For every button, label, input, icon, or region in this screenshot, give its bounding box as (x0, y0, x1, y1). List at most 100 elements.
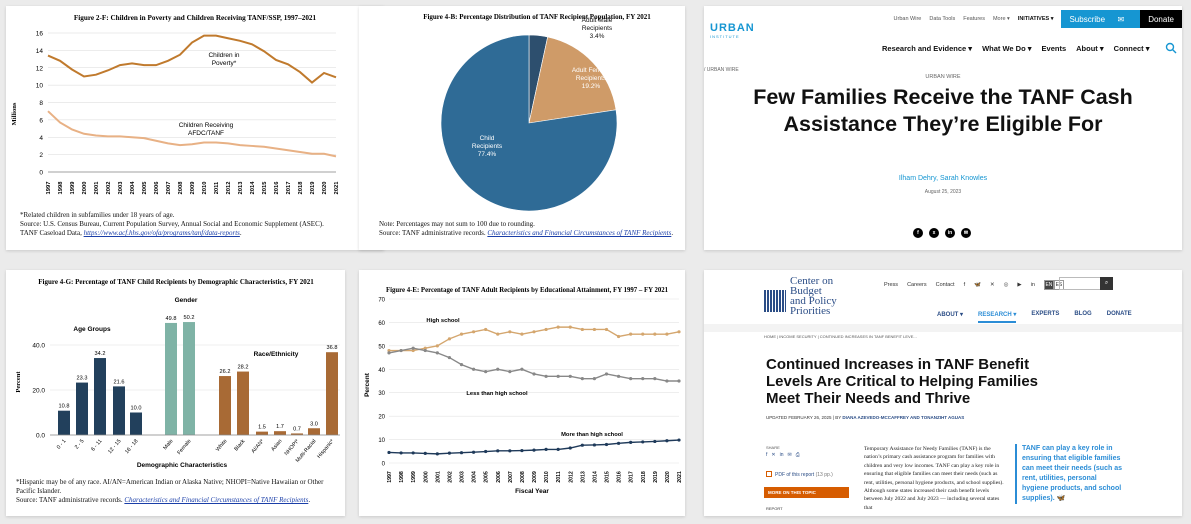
donate-button[interactable]: Donate (1140, 10, 1182, 28)
nav-about[interactable]: About ▾ (1076, 44, 1104, 53)
updated-date: UPDATED FEBRUARY 26, 2025 | BY (766, 415, 843, 420)
x-icon[interactable]: x (929, 228, 939, 238)
y-tick-label: 0 (39, 170, 43, 177)
lang-es[interactable]: ES (1053, 280, 1064, 290)
facebook-icon[interactable]: f (963, 282, 966, 288)
article-body: Temporary Assistance for Needy Families … (864, 446, 1004, 511)
more-than-hs-series-point (604, 442, 609, 447)
tanf-label-2: AFDC/TANF (188, 130, 224, 137)
characteristics-link[interactable]: Characteristics and Financial Circumstan… (124, 496, 309, 504)
nav-experts[interactable]: EXPERTS (1031, 311, 1060, 317)
figure-4e-card: Figure 4-E: Percentage of TANF Adult Rec… (359, 270, 685, 516)
contact-link[interactable]: Contact (935, 282, 955, 288)
linkedin-icon[interactable]: in (779, 452, 784, 458)
urban-logo[interactable]: URBAN INSTITUTE (710, 22, 754, 39)
features-link[interactable]: Features (963, 16, 985, 22)
cbpp-logo[interactable]: Center on Budget and Policy Priorities (764, 276, 854, 317)
careers-link[interactable]: Careers (907, 282, 927, 288)
more-menu[interactable]: More ▾ (992, 16, 1010, 22)
data-tools-link[interactable]: Data Tools (929, 16, 956, 22)
press-link[interactable]: Press (884, 282, 899, 288)
search-icon[interactable]: ⌕ (1100, 277, 1113, 290)
note-line: TANF Caseload Data, https://www.acf.hhs.… (20, 229, 380, 238)
less-than-hs-series-point (459, 363, 464, 367)
x-tick-label: 2019 (310, 181, 316, 195)
subscribe-button[interactable]: Subscribe ✉ (1061, 10, 1141, 28)
initiatives-menu[interactable]: INITIATIVES ▾ (1017, 16, 1054, 22)
nav-blog[interactable]: BLOG (1074, 311, 1092, 317)
more-than-hs-series-point (665, 439, 669, 443)
x-tick-label: 2009 (190, 181, 196, 195)
bar-value-label: 23.3 (77, 376, 88, 382)
urban-wire-link[interactable]: Urban Wire (893, 16, 922, 22)
email-icon[interactable]: ✉ (961, 228, 971, 238)
print-icon[interactable]: ⎙ (795, 452, 800, 458)
instagram-icon[interactable]: ◎ (1003, 282, 1009, 288)
y-tick-label: 70 (378, 298, 385, 304)
more-than-hs-series-point (471, 450, 476, 454)
breadcrumb[interactable]: HOME | INCOME SECURITY | CONTINUED INCRE… (764, 334, 917, 339)
bar (58, 410, 70, 435)
nav-research[interactable]: RESEARCH ▾ (978, 311, 1017, 323)
high-school-series-point (411, 348, 415, 353)
nav-research[interactable]: Research and Evidence ▾ (882, 44, 973, 53)
logo-grid-icon (764, 290, 786, 312)
figure-2f-chart: Figure 2-F: Children in Poverty and Chil… (11, 14, 340, 195)
pdf-link[interactable]: PDF of this report (13 pp.) (766, 471, 833, 478)
linkedin-icon[interactable]: in (945, 228, 955, 238)
slice-value-label: 3.4% (590, 33, 605, 40)
high-school-series-point (435, 344, 439, 348)
search-icon[interactable] (1165, 42, 1177, 54)
more-than-hs-series-point (592, 443, 597, 447)
high-school-label: High school (426, 318, 460, 324)
more-on-topic-button[interactable]: MORE ON THIS TOPIC (764, 487, 849, 498)
high-school-series-point (604, 327, 609, 332)
x-tick-label: 2005 (142, 181, 148, 195)
bluesky-icon[interactable]: 🦋 (1056, 495, 1066, 502)
nav-about[interactable]: ABOUT ▾ (937, 312, 964, 318)
kicker[interactable]: URBAN WIRE (925, 74, 961, 80)
byline[interactable]: DIANA AZEVEDO-MCCAFFREY AND TONANZIHT AG… (842, 415, 965, 420)
utility-bar: Press Careers Contact f 🦋 ✕ ◎ ▶ in EN ES (884, 280, 1074, 290)
high-school-series-point (471, 330, 476, 334)
linkedin-icon[interactable]: in (1030, 282, 1035, 288)
facebook-icon[interactable]: f (913, 228, 923, 238)
bluesky-icon[interactable]: 🦋 (974, 282, 981, 288)
pdf-icon (766, 471, 772, 477)
bar (183, 322, 195, 435)
y-tick-label: 10 (378, 438, 385, 444)
lang-en[interactable]: EN (1043, 280, 1054, 290)
x-tick-label: 2004 (472, 471, 478, 483)
nav-what-we-do[interactable]: What We Do ▾ (982, 44, 1032, 53)
bar (76, 382, 88, 435)
nav-events[interactable]: Events (1041, 44, 1067, 53)
logo-word: URBAN (710, 22, 755, 34)
figure-4b-card: Figure 4-B: Percentage Distribution of T… (359, 6, 685, 250)
data-reports-link[interactable]: https://www.acf.hhs.gov/ofa/programs/tan… (83, 229, 240, 237)
authors[interactable]: Ilham Dehry, Sarah Knowles (898, 175, 988, 182)
y-axis-label: Percent (364, 372, 371, 397)
x-tick-label: 2006 (496, 471, 502, 483)
youtube-icon[interactable]: ▶ (1017, 282, 1022, 288)
x-tick-label: 1997 (46, 182, 52, 195)
x-tick-label: 2016 (617, 471, 623, 483)
more-than-hs-series-point (653, 439, 657, 444)
bar-value-label: 1.7 (276, 424, 284, 430)
x-tick-label: 2 - 5 (74, 438, 86, 450)
nav-donate[interactable]: DONATE (1106, 311, 1132, 317)
less-than-hs-series-point (496, 367, 500, 371)
x-tick-label: Male (162, 438, 174, 451)
x-icon[interactable]: ✕ (989, 282, 995, 288)
mail-icon: ✉ (1117, 14, 1125, 24)
high-school-series-point (665, 332, 669, 336)
bar-value-label: 36.8 (327, 345, 338, 351)
poverty-label-1: Children in (208, 52, 239, 59)
x-icon[interactable]: ✕ (771, 452, 776, 458)
high-school-series-point (423, 346, 427, 350)
email-icon[interactable]: ✉ (787, 452, 792, 458)
characteristics-link[interactable]: Characteristics and Financial Circumstan… (487, 229, 672, 237)
breadcrumb[interactable]: / URBAN WIRE (704, 67, 739, 73)
facebook-icon[interactable]: f (766, 452, 768, 458)
y-tick-label: 20.0 (32, 388, 45, 395)
nav-connect[interactable]: Connect ▾ (1113, 44, 1150, 53)
